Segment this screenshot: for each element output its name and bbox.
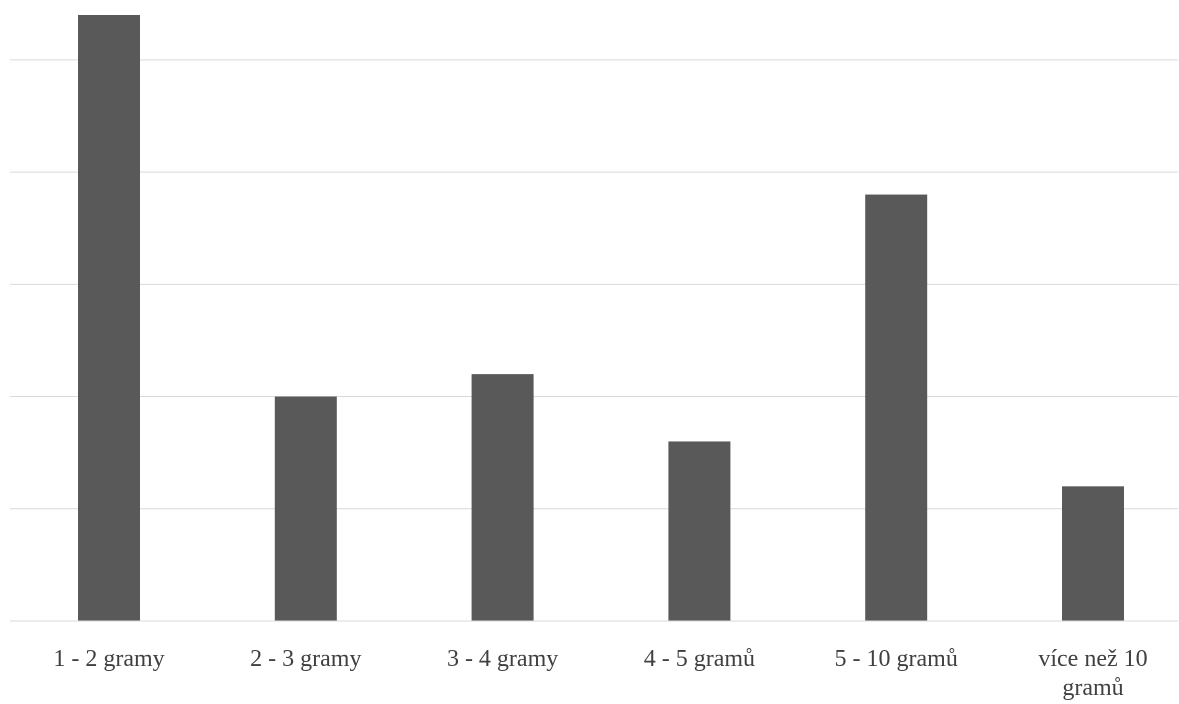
x-tick-label-2: 2 - 3 gramy <box>250 646 361 672</box>
bar-5 <box>865 194 928 622</box>
bar-6 <box>1062 486 1124 621</box>
x-tick-label-6: více než 10 gramů <box>1038 646 1147 701</box>
bars <box>78 15 1124 622</box>
bar-2 <box>274 396 337 621</box>
bar-4 <box>668 441 731 621</box>
x-tick-label-4: 4 - 5 gramů <box>644 646 755 672</box>
gridlines <box>10 59 1178 510</box>
bar-3 <box>471 374 534 621</box>
bar-1 <box>78 15 140 621</box>
x-tick-label-3: 3 - 4 gramy <box>447 646 558 672</box>
x-tick-label-5: 5 - 10 gramů <box>835 646 958 672</box>
x-tick-label-1: 1 - 2 gramy <box>53 646 164 672</box>
x-tick-labels: 1 - 2 gramy 2 - 3 gramy 3 - 4 gramy 4 - 5 g… <box>53 646 1147 701</box>
